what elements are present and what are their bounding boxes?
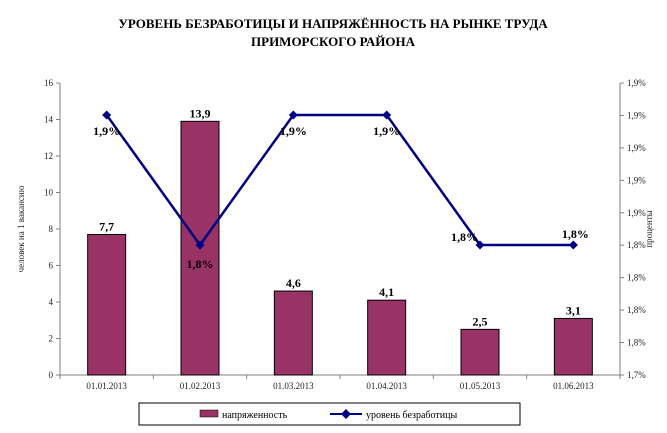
y-tick-label: 6 xyxy=(49,261,54,271)
line-point xyxy=(568,240,578,250)
line-point xyxy=(195,240,205,250)
line-value-label: 1,8% xyxy=(187,257,214,271)
y2-tick-label: 1,8% xyxy=(627,305,646,315)
legend-bar-label: напряженность xyxy=(222,410,288,421)
line-point xyxy=(288,110,298,120)
x-tick-label: 01.02.2013 xyxy=(180,381,221,391)
line-value-label: 1,8% xyxy=(451,230,478,244)
y2-tick-label: 1,8% xyxy=(627,240,646,250)
x-axis-ticks: 01.01.2013 01.02.2013 01.03.2013 01.04.2013… xyxy=(59,375,621,391)
y2-tick-label: 1,9% xyxy=(627,110,646,120)
y-axis-label: человек на 1 вакансию xyxy=(16,185,26,272)
bar xyxy=(87,233,127,376)
line-point xyxy=(475,240,485,250)
x-tick-label: 01.03.2013 xyxy=(273,381,314,391)
y2-tick-label: 1,9% xyxy=(627,175,646,185)
bar xyxy=(367,299,407,376)
legend-line-marker xyxy=(341,409,351,419)
x-tick-label: 01.04.2013 xyxy=(366,381,407,391)
unemployment-line xyxy=(105,113,574,248)
y-tick-label: 2 xyxy=(49,334,54,344)
chart-title: УРОВЕНЬ БЕЗРАБОТИЦЫ И НАПРЯЖЁННОСТЬ НА Р… xyxy=(118,16,548,49)
y-tick-label: 10 xyxy=(44,188,54,198)
legend-box xyxy=(138,402,521,426)
line-series xyxy=(102,110,578,250)
bar-data-labels: 7,7 13,9 4,6 4,1 2,5 3,1 xyxy=(99,106,581,328)
bar-series xyxy=(87,120,593,376)
y-tick-label: 0 xyxy=(49,370,54,380)
legend: напряженность уровень безработицы xyxy=(138,402,521,426)
legend-line-label: уровень безработицы xyxy=(366,410,457,421)
y2-tick-label: 1,8% xyxy=(627,338,646,348)
y2-axis-ticks: 1,7% 1,8% 1,8% 1,8% 1,8% 1,9% 1,9% 1,9% 1,9% 1,9% xyxy=(620,78,646,380)
chart-title-line-2: ПРИМОРСКОГО РАЙОНА xyxy=(251,34,416,49)
line-value-label: 1,9% xyxy=(373,124,400,138)
line-value-label: 1,9% xyxy=(93,124,120,138)
y2-tick-label: 1,9% xyxy=(627,143,646,153)
y2-axis-label: проценты xyxy=(644,210,654,247)
y-tick-label: 4 xyxy=(49,297,54,307)
bar-value-label: 13,9 xyxy=(190,106,211,120)
y-tick-label: 16 xyxy=(44,78,54,88)
x-tick-label: 01.06.2013 xyxy=(553,381,594,391)
line-point xyxy=(102,110,112,120)
bar-value-label: 4,6 xyxy=(286,276,301,290)
bar-value-label: 3,1 xyxy=(566,303,581,317)
bar xyxy=(460,328,500,376)
y-tick-label: 14 xyxy=(44,115,54,125)
line-value-label: 1,9% xyxy=(280,124,307,138)
bar-value-label: 7,7 xyxy=(99,219,114,233)
y2-tick-label: 1,8% xyxy=(627,273,646,283)
y-tick-label: 12 xyxy=(44,151,53,161)
bar-value-label: 2,5 xyxy=(473,314,488,328)
y-tick-label: 8 xyxy=(49,224,54,234)
line-point xyxy=(382,110,392,120)
y-axis-ticks: 0 2 4 6 8 10 12 14 16 xyxy=(44,78,60,380)
y2-tick-label: 1,7% xyxy=(627,370,646,380)
line-data-labels: 1,9% 1,8% 1,9% 1,9% 1,8% 1,8% xyxy=(93,124,589,271)
bar xyxy=(553,317,593,376)
bar xyxy=(273,290,313,376)
line-value-label: 1,8% xyxy=(562,227,589,241)
chart-title-line-1: УРОВЕНЬ БЕЗРАБОТИЦЫ И НАПРЯЖЁННОСТЬ НА Р… xyxy=(118,16,548,31)
x-tick-label: 01.05.2013 xyxy=(460,381,501,391)
bar-value-label: 4,1 xyxy=(379,285,394,299)
y2-tick-label: 1,9% xyxy=(627,208,646,218)
legend-bar-swatch xyxy=(199,409,219,418)
y2-tick-label: 1,9% xyxy=(627,78,646,88)
x-tick-label: 01.01.2013 xyxy=(86,381,127,391)
